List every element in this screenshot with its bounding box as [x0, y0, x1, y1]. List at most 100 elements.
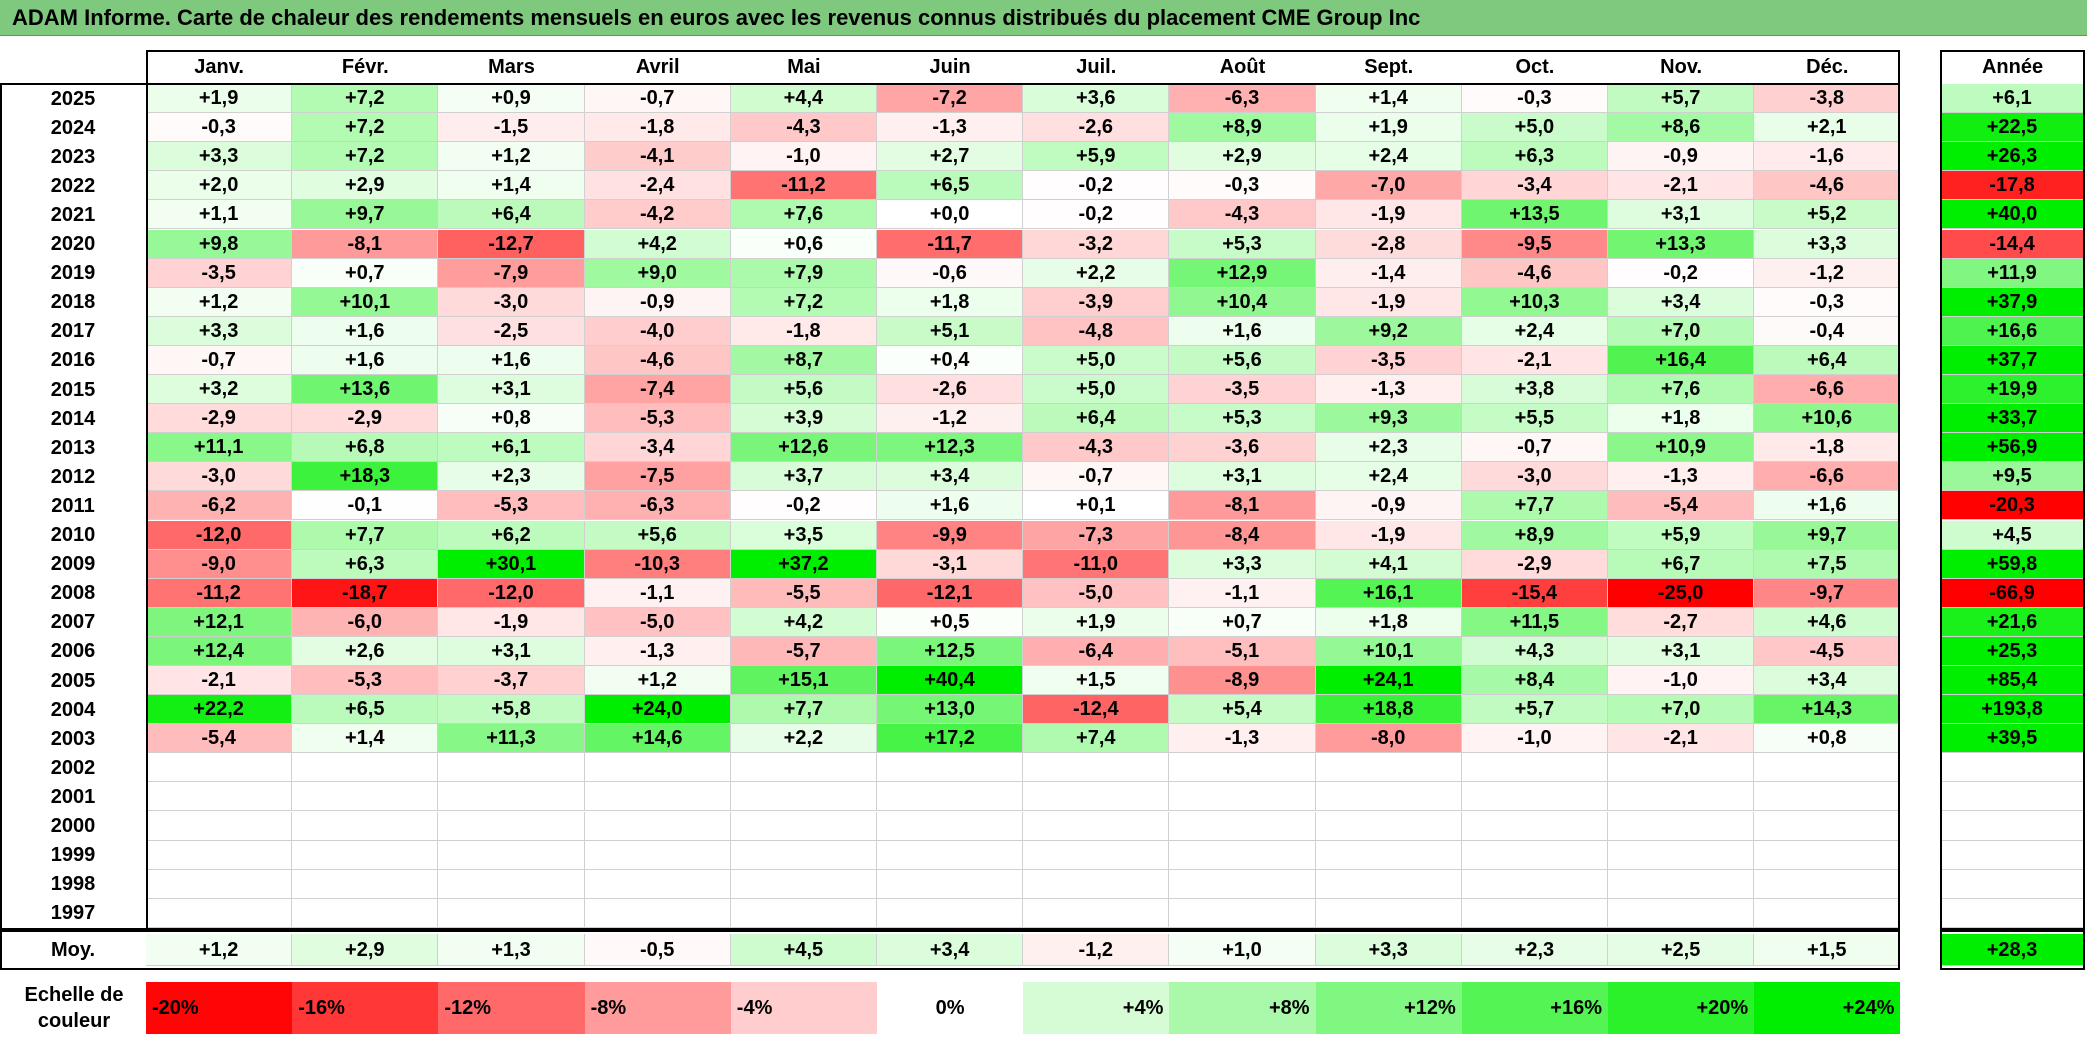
month-header: Mars	[488, 56, 535, 78]
year-label: 2011	[51, 494, 95, 517]
heatmap-cell: -1,3	[1315, 375, 1462, 405]
heatmap-cell: +2,4	[1315, 142, 1462, 172]
heatmap-cell	[1461, 840, 1608, 870]
heatmap-cell: -1,9	[1315, 287, 1462, 317]
heatmap-cell: -1,9	[1315, 520, 1462, 550]
heatmap-cell: +1,9	[146, 84, 293, 114]
heatmap-cell: -3,5	[146, 258, 293, 288]
heatmap-cell	[1023, 898, 1170, 928]
heatmap-cell: +3,1	[438, 636, 585, 666]
heatmap-cell: +13,3	[1608, 229, 1755, 259]
heatmap-cell: -0,9	[1608, 142, 1755, 172]
color-scale-swatch: +12%	[1315, 982, 1462, 1034]
heatmap-cell	[877, 840, 1024, 870]
average-cell: +1,5	[1754, 934, 1901, 966]
heatmap-cell: +1,2	[584, 666, 731, 696]
heatmap-cell: -1,9	[1315, 200, 1462, 230]
heatmap-cell: +7,4	[1023, 724, 1170, 754]
heatmap-cell: +13,0	[877, 695, 1024, 725]
heatmap-cell	[1169, 782, 1316, 812]
heatmap-cell: -6,3	[584, 491, 731, 521]
heatmap-cell: -1,6	[1754, 142, 1901, 172]
heatmap-cell: -5,1	[1169, 636, 1316, 666]
heatmap-cell: -3,8	[1754, 84, 1901, 114]
heatmap-cell: -0,3	[1461, 84, 1608, 114]
average-cell: +2,3	[1461, 934, 1608, 966]
heatmap-cell: -4,2	[584, 200, 731, 230]
year-label: 2024	[50, 116, 96, 139]
heatmap-cell: +3,4	[1608, 287, 1755, 317]
average-cell: +1,3	[438, 934, 585, 966]
year-label: 2019	[50, 262, 96, 285]
heatmap-cell: +5,8	[438, 695, 585, 725]
year-label: 2017	[50, 320, 96, 343]
heatmap-cell: -0,6	[877, 258, 1024, 288]
heatmap-cell: -9,5	[1461, 229, 1608, 259]
heatmap-cell: +6,3	[292, 549, 439, 579]
heatmap-cell: +7,9	[730, 258, 877, 288]
heatmap-cell: +6,3	[1461, 142, 1608, 172]
heatmap-cell	[1461, 753, 1608, 783]
color-scale-swatch: +4%	[1023, 982, 1170, 1034]
heatmap-cell	[146, 753, 293, 783]
color-scale-swatch: 0%	[877, 982, 1024, 1034]
heatmap-cell: -11,2	[730, 171, 877, 201]
heatmap-cell: -1,0	[1608, 666, 1755, 696]
year-total-cell: -17,8	[1940, 171, 2085, 201]
heatmap-cell: -4,5	[1754, 636, 1901, 666]
heatmap-cell: -12,7	[438, 229, 585, 259]
heatmap-cell: -1,1	[584, 578, 731, 608]
heatmap-cell: +1,6	[292, 316, 439, 346]
year-label: 2018	[50, 291, 96, 314]
heatmap-cell: +1,1	[146, 200, 293, 230]
heatmap-cell: +2,4	[1461, 316, 1608, 346]
heatmap-cell: -0,7	[1023, 462, 1170, 492]
heatmap-cell: -8,1	[1169, 491, 1316, 521]
heatmap-cell: +0,7	[1169, 607, 1316, 637]
heatmap-cell: -1,0	[1461, 724, 1608, 754]
heatmap-cell: +0,6	[730, 229, 877, 259]
heatmap-cell	[584, 753, 731, 783]
heatmap-cell: -7,4	[584, 375, 731, 405]
year-label: 2025	[50, 87, 96, 110]
heatmap-cell: -0,3	[146, 113, 293, 143]
heatmap-cell: +40,4	[877, 666, 1024, 696]
heatmap-cell: +10,4	[1169, 287, 1316, 317]
heatmap-cell	[438, 840, 585, 870]
heatmap-cell	[1461, 811, 1608, 841]
heatmap-cell	[1754, 898, 1901, 928]
heatmap-cell: -2,1	[1461, 345, 1608, 375]
heatmap-cell: -11,0	[1023, 549, 1170, 579]
heatmap-cell: +0,8	[1754, 724, 1901, 754]
heatmap-cell: +12,3	[877, 433, 1024, 463]
heatmap-cell: +24,0	[584, 695, 731, 725]
heatmap-cell	[438, 811, 585, 841]
heatmap-cell	[1023, 753, 1170, 783]
heatmap-cell: +7,2	[730, 287, 877, 317]
heatmap-cell: -6,3	[1169, 84, 1316, 114]
heatmap-cell: -18,7	[292, 578, 439, 608]
heatmap-cell: +9,7	[292, 200, 439, 230]
year-total-cell: +25,3	[1940, 636, 2085, 666]
heatmap-cell: -4,6	[1461, 258, 1608, 288]
heatmap-cell: -1,3	[877, 113, 1024, 143]
heatmap-cell: +5,9	[1023, 142, 1170, 172]
heatmap-cell	[584, 811, 731, 841]
heatmap-cell: -2,1	[1608, 724, 1755, 754]
heatmap-cell: +5,1	[877, 316, 1024, 346]
heatmap-cell: -0,3	[1754, 287, 1901, 317]
heatmap-cell: +11,1	[146, 433, 293, 463]
year-total-cell: +37,9	[1940, 287, 2085, 317]
heatmap-cell: -5,0	[1023, 578, 1170, 608]
heatmap-cell: -4,3	[1169, 200, 1316, 230]
heatmap-cell: -4,0	[584, 316, 731, 346]
heatmap-cell: +2,1	[1754, 113, 1901, 143]
heatmap-cell: +14,3	[1754, 695, 1901, 725]
month-header: Nov.	[1660, 56, 1703, 78]
month-header: Août	[1219, 56, 1266, 78]
heatmap-cell: -5,3	[438, 491, 585, 521]
year-total-cell: +56,9	[1940, 433, 2085, 463]
heatmap-cell: -12,1	[877, 578, 1024, 608]
heatmap-cell: +1,6	[292, 345, 439, 375]
heatmap-cell: -7,5	[584, 462, 731, 492]
